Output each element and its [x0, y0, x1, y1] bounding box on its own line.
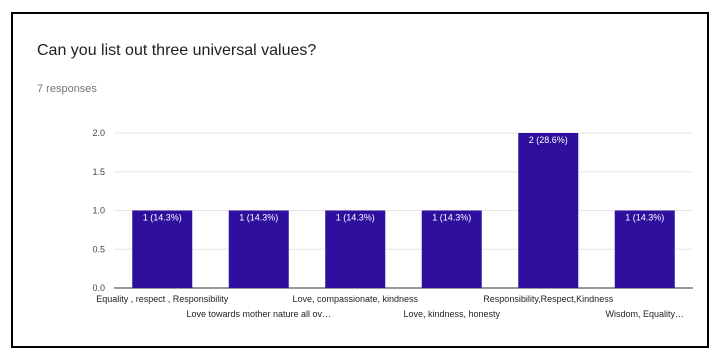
category-label: Love, kindness, honesty: [403, 309, 500, 319]
bar: [421, 210, 482, 288]
category-label: Wisdom, Equality…: [605, 309, 684, 319]
category-label: Responsibility,Respect,Kindness: [483, 294, 613, 304]
data-label: 1 (14.3%): [432, 213, 471, 223]
question-title: Can you list out three universal values?: [37, 42, 317, 59]
response-count: 7 responses: [37, 83, 97, 95]
data-label: 1 (14.3%): [143, 213, 182, 223]
bar: [325, 210, 386, 288]
y-tick-label: 0.5: [92, 244, 105, 254]
category-label: Love towards mother nature all ov…: [186, 309, 331, 319]
bar: [518, 133, 579, 288]
y-tick-label: 1.5: [92, 167, 105, 177]
question-card: [11, 12, 709, 348]
category-label: Love, compassionate, kindness: [292, 294, 418, 304]
bar: [228, 210, 289, 288]
bar: [614, 210, 675, 288]
data-label: 1 (14.3%): [336, 213, 375, 223]
y-tick-label: 2.0: [92, 128, 105, 138]
data-label: 1 (14.3%): [625, 213, 664, 223]
y-tick-label: 1.0: [92, 206, 105, 216]
bar: [132, 210, 193, 288]
data-label: 1 (14.3%): [239, 213, 278, 223]
category-label: Equality , respect , Responsibility: [96, 294, 229, 304]
y-tick-label: 0.0: [92, 283, 105, 293]
data-label: 2 (28.6%): [529, 135, 568, 145]
